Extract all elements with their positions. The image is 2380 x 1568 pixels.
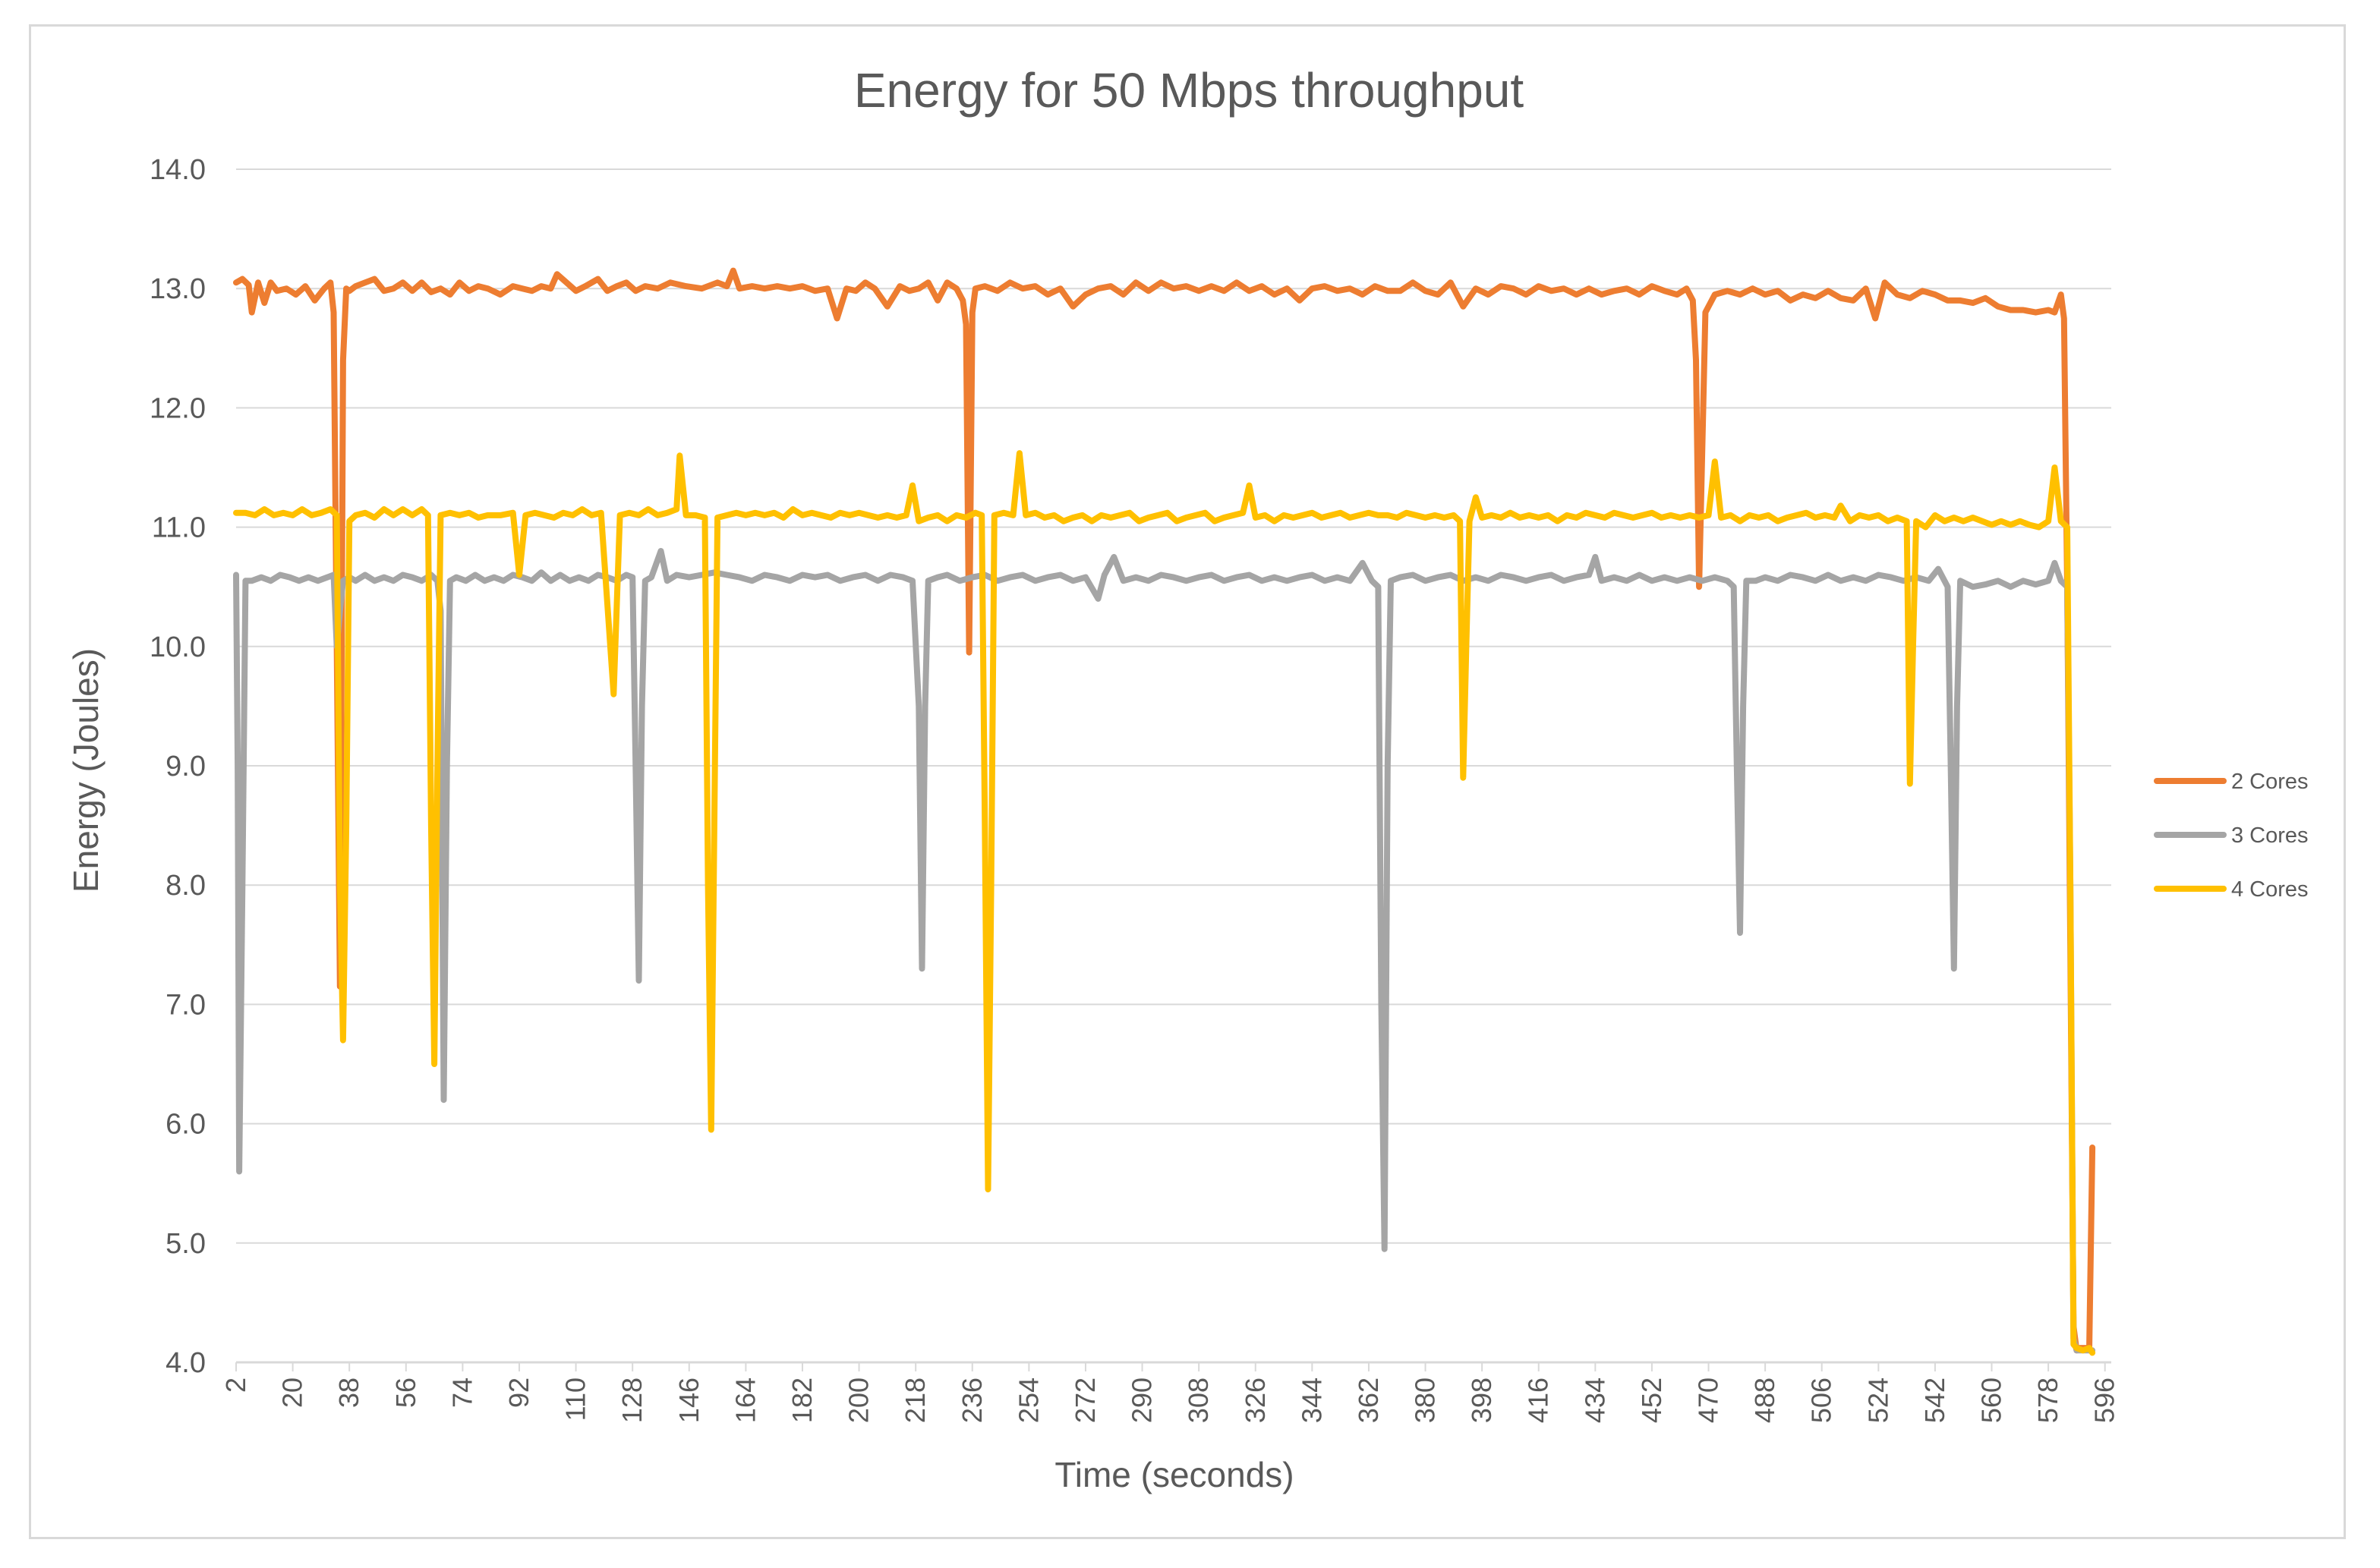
x-tick-200: 200 <box>843 1378 875 1423</box>
chart-svg: Energy for 50 Mbps throughput 4.0 5.0 6.0 7… <box>66 63 2309 1494</box>
legend-item-4-cores: 4 Cores <box>2154 877 2309 902</box>
y-tick-5.0: 5.0 <box>165 1228 206 1260</box>
legend-label: 2 Cores <box>2231 770 2309 794</box>
x-tick-380: 380 <box>1410 1378 1441 1423</box>
x-tick-236: 236 <box>957 1378 988 1423</box>
x-tick-56: 56 <box>390 1378 421 1408</box>
x-tick-74: 74 <box>446 1378 478 1408</box>
x-tick-182: 182 <box>787 1378 818 1423</box>
x-tick-344: 344 <box>1296 1378 1327 1423</box>
x-tick-542: 542 <box>1919 1378 1950 1423</box>
x-tick-254: 254 <box>1013 1378 1044 1423</box>
chart-title: Energy for 50 Mbps throughput <box>854 63 1524 118</box>
chart-frame: Energy for 50 Mbps throughput 4.0 5.0 6.0 7… <box>29 24 2346 1539</box>
y-tick-11.0: 11.0 <box>152 512 206 544</box>
x-tick-596: 596 <box>2089 1378 2120 1423</box>
legend-label: 4 Cores <box>2231 877 2309 902</box>
legend-label: 3 Cores <box>2231 823 2309 848</box>
x-tick-218: 218 <box>900 1378 931 1423</box>
x-tick-20: 20 <box>277 1378 308 1408</box>
x-tick-434: 434 <box>1579 1378 1610 1423</box>
x-tick-578: 578 <box>2032 1378 2063 1423</box>
y-tick-14.0: 14.0 <box>150 154 206 186</box>
x-tick-92: 92 <box>503 1378 534 1408</box>
y-tick-10.0: 10.0 <box>150 631 206 663</box>
series-line-3-cores <box>233 548 2096 1354</box>
y-tick-12.0: 12.0 <box>150 392 206 424</box>
y-tick-13.0: 13.0 <box>150 273 206 305</box>
x-tick-272: 272 <box>1070 1378 1101 1423</box>
x-tick-146: 146 <box>673 1378 705 1423</box>
x-tick-2: 2 <box>220 1378 251 1393</box>
x-tick-38: 38 <box>333 1378 364 1408</box>
y-tick-6.0: 6.0 <box>165 1109 206 1141</box>
y-tick-4.0: 4.0 <box>165 1347 206 1379</box>
x-tick-290: 290 <box>1127 1378 1158 1423</box>
x-axis-label: Time (seconds) <box>1054 1455 1294 1494</box>
x-tick-470: 470 <box>1693 1378 1724 1423</box>
x-tick-560: 560 <box>1976 1378 2007 1423</box>
x-tick-506: 506 <box>1806 1378 1837 1423</box>
y-axis-label: Energy (Joules) <box>66 648 106 893</box>
x-tick-164: 164 <box>730 1378 761 1423</box>
x-tick-452: 452 <box>1636 1378 1667 1423</box>
x-tick-488: 488 <box>1749 1378 1780 1423</box>
x-tick-416: 416 <box>1523 1378 1554 1423</box>
x-tick-128: 128 <box>616 1378 648 1423</box>
x-tick-308: 308 <box>1183 1378 1214 1423</box>
y-tick-9.0: 9.0 <box>165 751 206 782</box>
x-tick-326: 326 <box>1240 1378 1271 1423</box>
legend: 2 Cores 3 Cores 4 Cores <box>2154 770 2309 902</box>
y-tick-7.0: 7.0 <box>165 989 206 1021</box>
series-lines <box>233 267 2096 1356</box>
legend-item-3-cores: 3 Cores <box>2154 823 2309 848</box>
y-tick-8.0: 8.0 <box>165 870 206 902</box>
series-line-4-cores <box>233 450 2096 1356</box>
x-tick-362: 362 <box>1353 1378 1384 1423</box>
x-tick-110: 110 <box>560 1378 591 1421</box>
series-line-2-cores <box>233 267 2096 1354</box>
grid-lines <box>236 168 2111 1244</box>
x-tick-labels: 2 20 38 56 74 92 110 128 146 164 182 200 218 236 254 27… <box>220 1362 2120 1423</box>
y-tick-labels: 4.0 5.0 6.0 7.0 8.0 9.0 10.0 11.0 12.0 13.0 14.0 <box>150 154 206 1379</box>
x-tick-398: 398 <box>1466 1378 1497 1423</box>
x-tick-524: 524 <box>1862 1378 1893 1423</box>
legend-item-2-cores: 2 Cores <box>2154 770 2309 794</box>
